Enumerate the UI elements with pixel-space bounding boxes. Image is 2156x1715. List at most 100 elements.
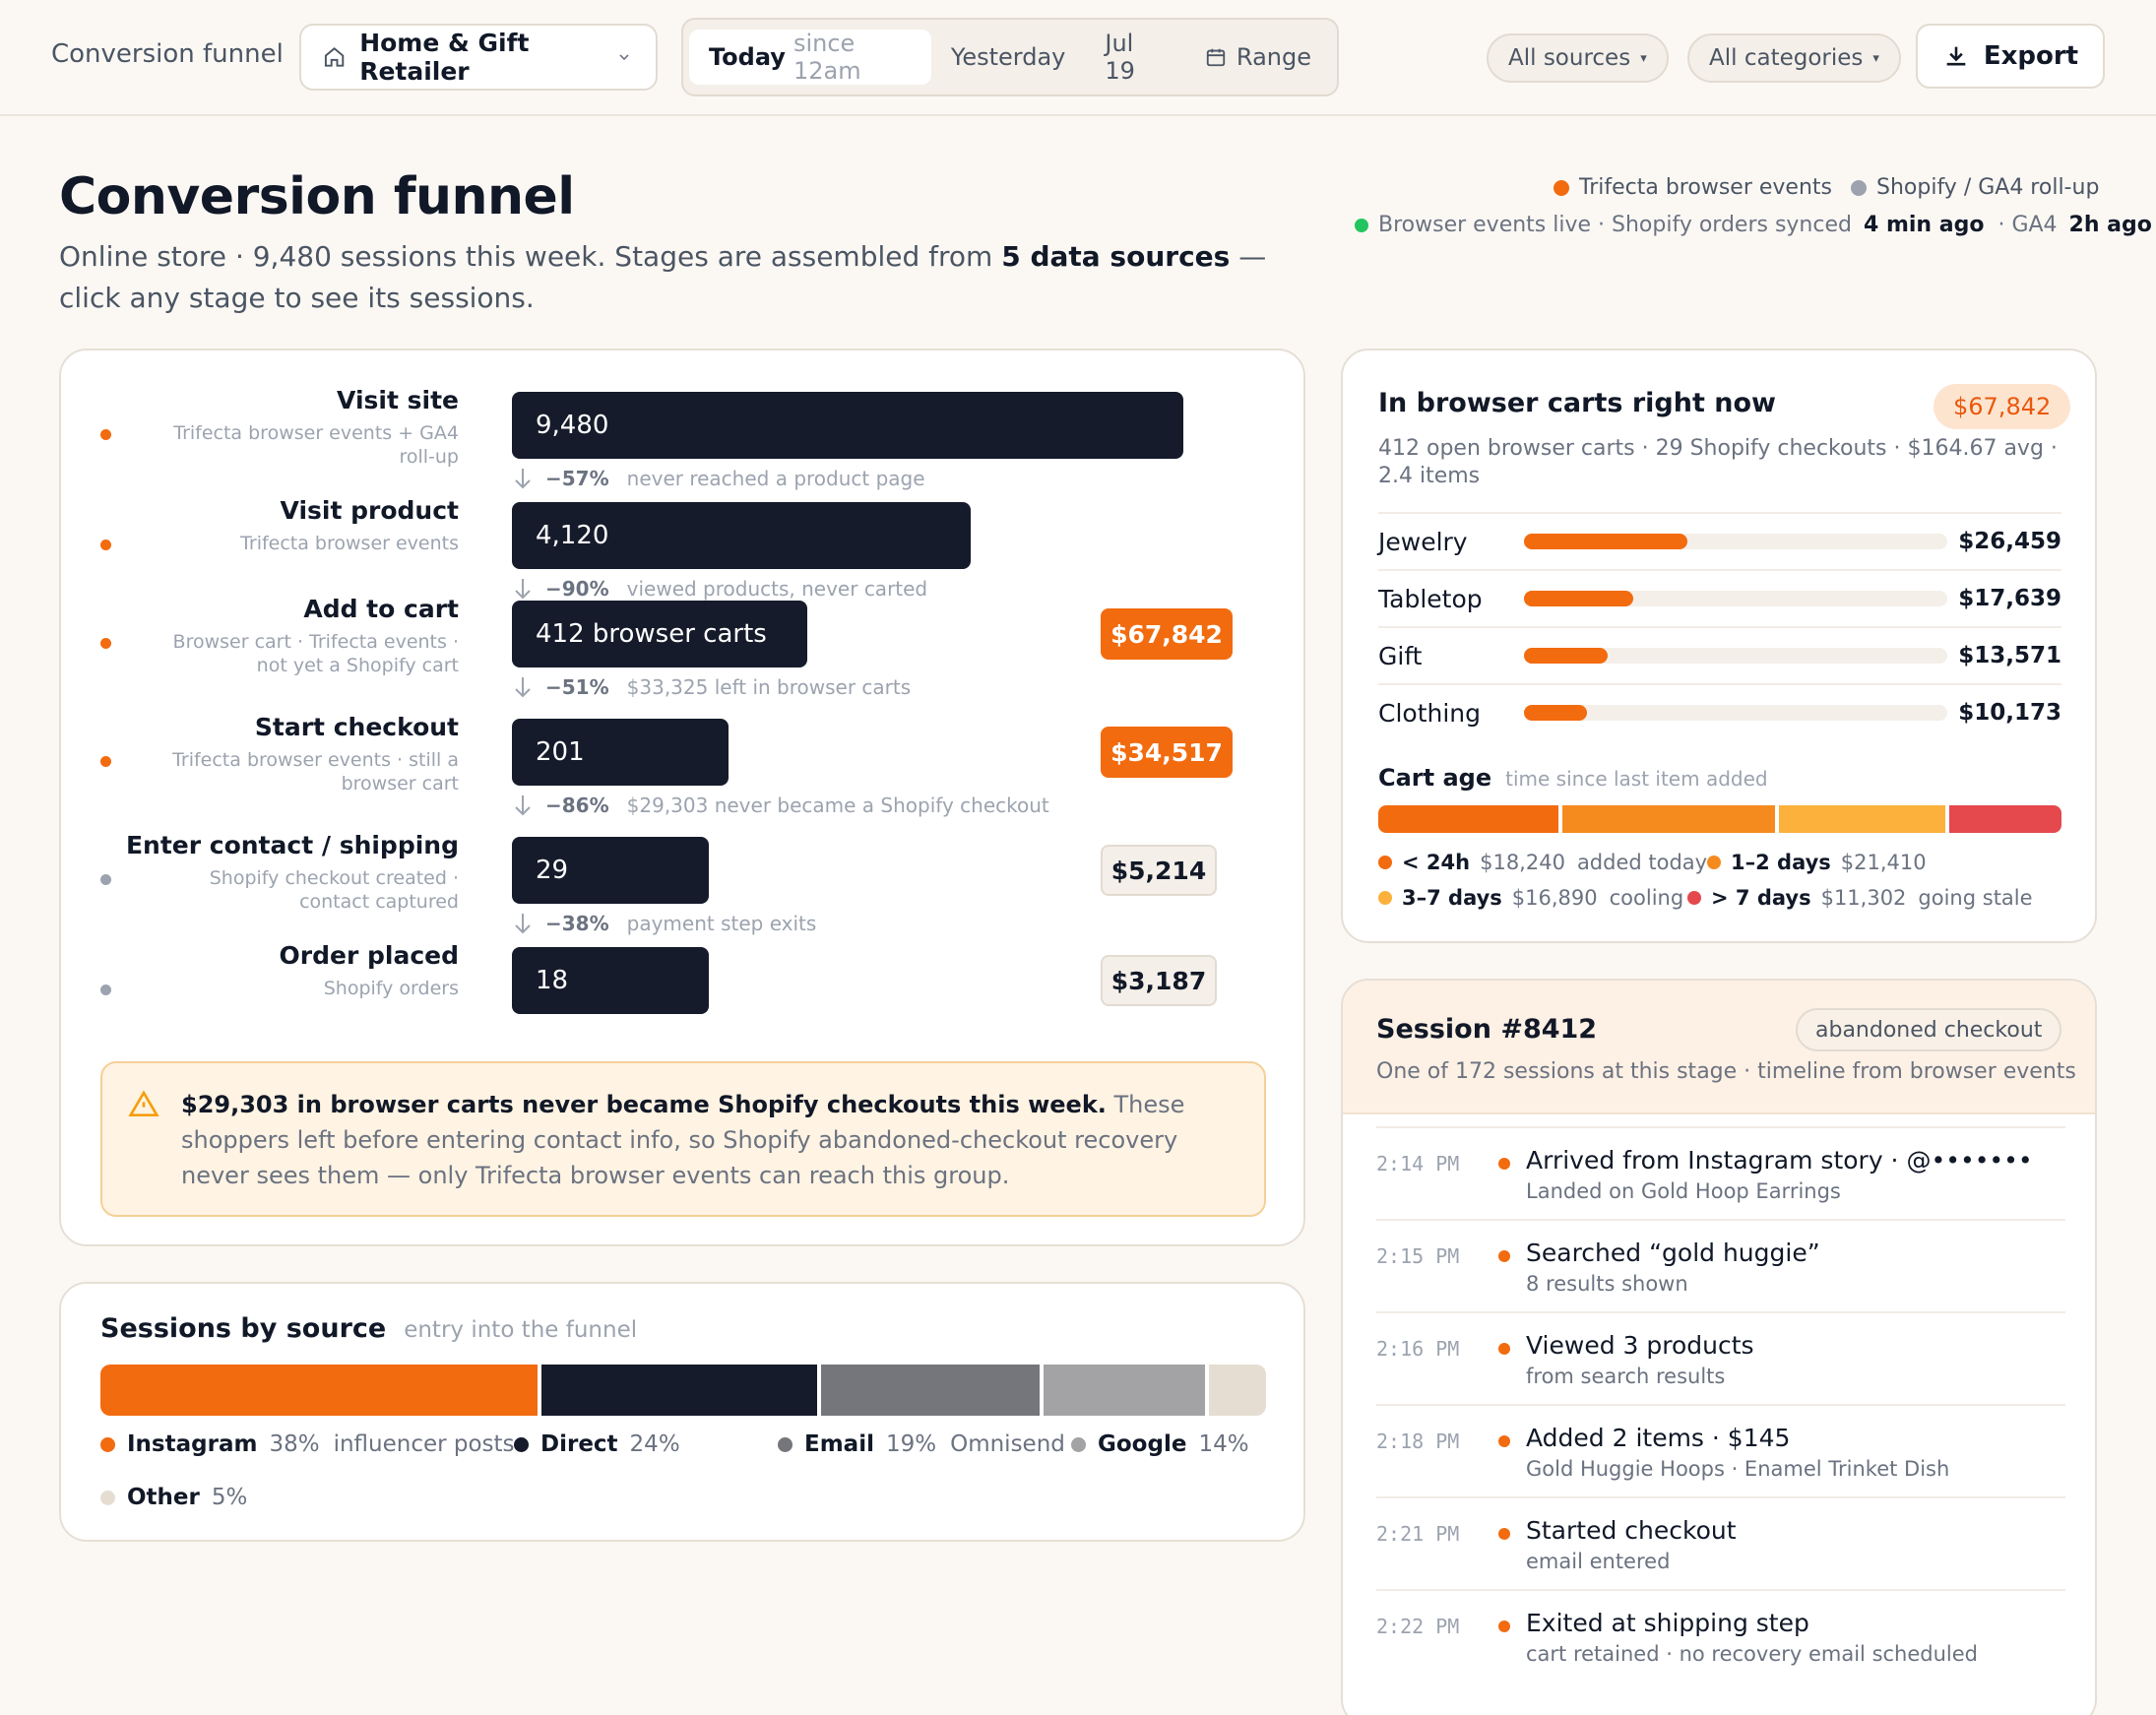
legend-dot [1071, 1436, 1086, 1452]
timeline-event[interactable]: 2:21 PM Started checkout email entered [1376, 1496, 2065, 1589]
category-bar-track [1524, 534, 1947, 549]
legend-dot [1707, 856, 1721, 869]
stage-bar[interactable]: 412 browser carts [512, 601, 807, 667]
stage-name[interactable]: Start checkout [254, 713, 459, 741]
cart-age-segment[interactable] [1949, 805, 2061, 833]
category-row[interactable]: Clothing $10,173 [1378, 683, 2061, 740]
page-intro: Online store · 9,480 sessions this week.… [59, 240, 1267, 314]
stage-dropoff: −90% viewed products, never carted [514, 577, 927, 601]
funnel-card: Visit site Trifecta browser events + GA4 … [59, 349, 1305, 1246]
source-dot [100, 756, 111, 767]
arrow-down-icon [515, 579, 531, 600]
categories-filter[interactable]: All categories ▾ [1687, 33, 1901, 83]
source-segment[interactable] [821, 1365, 1041, 1416]
stage-bar[interactable]: 9,480 [512, 392, 1183, 459]
stage-name[interactable]: Visit site [337, 386, 459, 414]
event-title: Searched “gold huggie” [1526, 1239, 1820, 1267]
cart-age-legend-item: 1–2 days $21,410 [1707, 851, 1927, 874]
cart-age-subtitle: time since last item added [1505, 767, 1768, 791]
category-bar-fill [1524, 705, 1587, 721]
stage-source: Trifecta browser events [100, 532, 459, 555]
caret-down-icon: ▾ [1872, 50, 1879, 66]
source-segment[interactable] [1208, 1365, 1266, 1416]
source-legend-item: Email 19% Omnisend [778, 1431, 1065, 1457]
event-detail: from search results [1526, 1365, 1726, 1388]
category-bar-fill [1524, 534, 1687, 549]
carts-summary: 412 open browser carts · 29 Shopify chec… [1378, 436, 2058, 488]
timeline-event[interactable]: 2:14 PM Arrived from Instagram story · @•… [1376, 1126, 2065, 1219]
range-yesterday[interactable]: Yesterday [950, 43, 1066, 71]
sources-stacked-bar [100, 1365, 1266, 1416]
stage-source: Browser cart · Trifecta events · not yet… [100, 630, 459, 677]
cart-age-legend-item: 3–7 days $16,890 cooling [1378, 886, 1683, 910]
event-dot [1498, 1528, 1510, 1540]
cart-age-segment[interactable] [1562, 805, 1775, 833]
source-segment[interactable] [1044, 1365, 1205, 1416]
cart-age-bar [1378, 805, 2061, 833]
arrow-down-icon [515, 469, 531, 489]
timeline-event[interactable]: 2:15 PM Searched “gold huggie” 8 results s… [1376, 1219, 2065, 1311]
source-legend-item: Instagram 38% influencer posts [100, 1431, 515, 1457]
export-button[interactable]: Export [1916, 24, 2105, 89]
category-name: Jewelry [1378, 527, 1468, 556]
stage-cart-value: $5,214 [1101, 845, 1217, 896]
range-custom[interactable]: Range [1185, 30, 1331, 85]
timeline-event[interactable]: 2:22 PM Exited at shipping step cart retai… [1376, 1589, 2065, 1682]
source-dot [100, 638, 111, 649]
home-icon [324, 47, 345, 67]
event-title: Added 2 items · $145 [1526, 1424, 1791, 1452]
warning-callout: $29,303 in browser carts never became Sh… [100, 1061, 1266, 1217]
browser-carts-card: In browser carts right now $67,842 412 o… [1341, 349, 2097, 943]
category-row[interactable]: Jewelry $26,459 [1378, 512, 2061, 569]
stage-bar[interactable]: 4,120 [512, 502, 971, 569]
event-dot [1498, 1158, 1510, 1170]
stage-bar[interactable]: 18 [512, 947, 709, 1014]
event-detail: cart retained · no recovery email schedu… [1526, 1642, 1979, 1666]
category-bar-track [1524, 705, 1947, 721]
warning-text: $29,303 in browser carts never became Sh… [181, 1091, 1185, 1189]
category-row[interactable]: Gift $13,571 [1378, 626, 2061, 683]
category-name: Clothing [1378, 698, 1482, 728]
event-detail: 8 results shown [1526, 1272, 1688, 1296]
stage-name[interactable]: Order placed [279, 941, 459, 970]
legend-dot [1687, 891, 1701, 905]
legend-dot [1378, 891, 1392, 905]
stage-source: Trifecta browser events + GA4 roll-up [100, 421, 459, 469]
category-value: $10,173 [1958, 700, 2061, 726]
cart-age-legend-item: < 24h $18,240 added today [1378, 851, 1707, 874]
cart-age-legend-item: > 7 days $11,302 going stale [1687, 886, 2033, 910]
stage-dropoff: −51% $33,325 left in browser carts [514, 675, 911, 699]
category-row[interactable]: Tabletop $17,639 [1378, 569, 2061, 626]
cart-age-title: Cart age time since last item added [1378, 764, 1768, 792]
legend-dot [778, 1436, 793, 1452]
range-jul-19[interactable]: Jul 19 [1105, 30, 1135, 85]
event-dot [1498, 1620, 1510, 1632]
timeline-event[interactable]: 2:16 PM Viewed 3 products from search resu… [1376, 1311, 2065, 1404]
stage-source: Trifecta browser events · still a browse… [100, 748, 459, 795]
carts-total-badge: $67,842 [1934, 384, 2071, 429]
store-selector[interactable]: Home & Gift Retailer [299, 24, 658, 91]
event-time: 2:22 PM [1376, 1615, 1460, 1638]
session-card: Session #8412 abandoned checkout One of … [1341, 979, 2097, 1715]
stage-bar[interactable]: 201 [512, 719, 729, 786]
range-today[interactable]: Today since 12am [689, 30, 931, 85]
stage-bar[interactable]: 29 [512, 837, 709, 904]
legend-dot [1554, 179, 1569, 196]
event-detail: Gold Huggie Hoops · Enamel Trinket Dish [1526, 1457, 1950, 1481]
stage-name[interactable]: Visit product [280, 496, 459, 525]
event-time: 2:16 PM [1376, 1337, 1460, 1361]
category-value: $26,459 [1958, 529, 2061, 554]
legend-dot [100, 1490, 115, 1505]
cart-age-segment[interactable] [1378, 805, 1559, 833]
source-segment[interactable] [540, 1365, 818, 1416]
sources-filter[interactable]: All sources ▾ [1487, 33, 1669, 83]
stage-dropoff: −38% payment step exits [514, 912, 816, 935]
source-segment[interactable] [100, 1365, 538, 1416]
stage-name[interactable]: Add to cart [303, 595, 459, 623]
stage-source: Shopify orders [100, 977, 459, 1000]
event-title: Started checkout [1526, 1516, 1737, 1545]
legend-dot [100, 1436, 115, 1452]
stage-name[interactable]: Enter contact / shipping [125, 831, 459, 859]
cart-age-segment[interactable] [1778, 805, 1946, 833]
timeline-event[interactable]: 2:18 PM Added 2 items · $145 Gold Huggie H… [1376, 1404, 2065, 1496]
